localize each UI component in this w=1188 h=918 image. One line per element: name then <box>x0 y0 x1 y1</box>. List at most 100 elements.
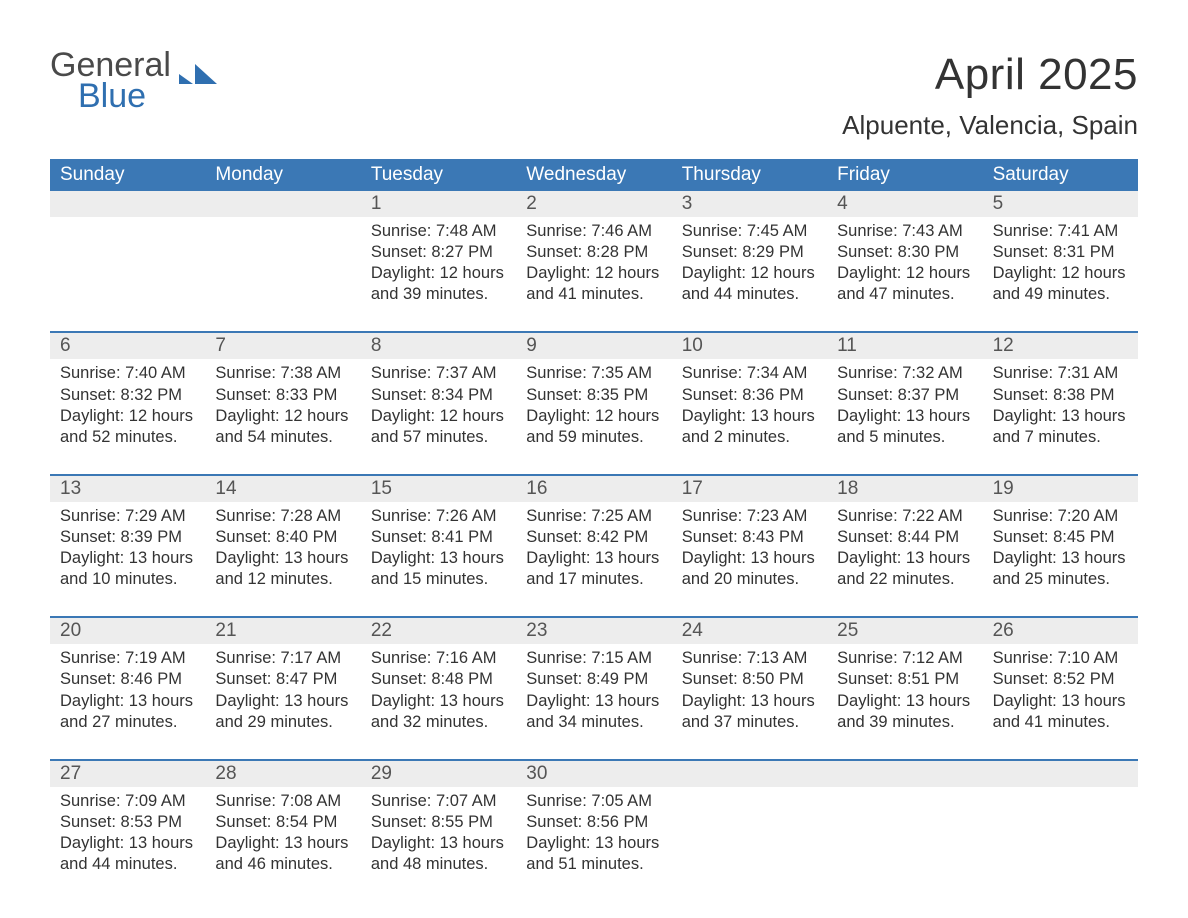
day-number: 28 <box>205 761 360 787</box>
day-number: 29 <box>361 761 516 787</box>
daylight-line: Daylight: 12 hours and 47 minutes. <box>837 263 972 305</box>
sunrise-line: Sunrise: 7:09 AM <box>60 791 195 812</box>
daylight-line: Daylight: 13 hours and 32 minutes. <box>371 691 506 733</box>
day-content-row: Sunrise: 7:48 AMSunset: 8:27 PM Daylight:… <box>50 217 1138 331</box>
day-number: 18 <box>827 476 982 502</box>
day-cell <box>983 787 1138 875</box>
sunrise-line: Sunrise: 7:26 AM <box>371 506 506 527</box>
sunset-line: Sunset: 8:53 PM <box>60 812 195 833</box>
daylight-line: Daylight: 13 hours and 7 minutes. <box>993 406 1128 448</box>
day-number-row: 6789101112 <box>50 333 1138 359</box>
day-number: 19 <box>983 476 1138 502</box>
day-number-row: 12345 <box>50 191 1138 217</box>
sunset-line: Sunset: 8:42 PM <box>526 527 661 548</box>
day-cell: Sunrise: 7:46 AMSunset: 8:28 PMDaylight:… <box>516 217 671 305</box>
day-number: 8 <box>361 333 516 359</box>
day-number: 5 <box>983 191 1138 217</box>
daylight-line: Daylight: 13 hours and 29 minutes. <box>215 691 350 733</box>
daylight-line: Daylight: 13 hours and 51 minutes. <box>526 833 661 875</box>
weekday-header: Tuesday <box>361 159 516 191</box>
day-cell: Sunrise: 7:32 AMSunset: 8:37 PMDaylight:… <box>827 359 982 447</box>
day-number <box>983 761 1138 787</box>
day-number: 26 <box>983 618 1138 644</box>
header-right: April 2025 Alpuente, Valencia, Spain <box>842 50 1138 141</box>
weekday-header: Saturday <box>983 159 1138 191</box>
day-number: 16 <box>516 476 671 502</box>
day-content-row: Sunrise: 7:19 AMSunset: 8:46 PMDaylight:… <box>50 644 1138 758</box>
logo-word-2: Blue <box>78 81 171 112</box>
sunset-line: Sunset: 8:50 PM <box>682 669 817 690</box>
day-cell: Sunrise: 7:48 AMSunset: 8:27 PMDaylight:… <box>361 217 516 305</box>
day-number <box>50 191 205 217</box>
daylight-line: Daylight: 12 hours and 44 minutes. <box>682 263 817 305</box>
weekday-header-row: Sunday Monday Tuesday Wednesday Thursday… <box>50 159 1138 191</box>
calendar: Sunday Monday Tuesday Wednesday Thursday… <box>50 159 1138 901</box>
day-number: 3 <box>672 191 827 217</box>
sunrise-line: Sunrise: 7:08 AM <box>215 791 350 812</box>
day-cell: Sunrise: 7:16 AMSunset: 8:48 PMDaylight:… <box>361 644 516 732</box>
daylight-line: Daylight: 12 hours and 57 minutes. <box>371 406 506 448</box>
day-cell: Sunrise: 7:05 AMSunset: 8:56 PMDaylight:… <box>516 787 671 875</box>
sunrise-line: Sunrise: 7:38 AM <box>215 363 350 384</box>
sunrise-line: Sunrise: 7:41 AM <box>993 221 1128 242</box>
sunrise-line: Sunrise: 7:40 AM <box>60 363 195 384</box>
day-cell: Sunrise: 7:45 AMSunset: 8:29 PMDaylight:… <box>672 217 827 305</box>
calendar-week: 20212223242526Sunrise: 7:19 AMSunset: 8:… <box>50 616 1138 758</box>
daylight-line: Daylight: 13 hours and 48 minutes. <box>371 833 506 875</box>
sunrise-line: Sunrise: 7:48 AM <box>371 221 506 242</box>
day-cell: Sunrise: 7:09 AMSunset: 8:53 PMDaylight:… <box>50 787 205 875</box>
sunrise-line: Sunrise: 7:10 AM <box>993 648 1128 669</box>
day-number <box>827 761 982 787</box>
sunset-line: Sunset: 8:52 PM <box>993 669 1128 690</box>
sunrise-line: Sunrise: 7:35 AM <box>526 363 661 384</box>
logo-word-1: General <box>50 50 171 81</box>
sunrise-line: Sunrise: 7:29 AM <box>60 506 195 527</box>
sunrise-line: Sunrise: 7:12 AM <box>837 648 972 669</box>
calendar-week: 13141516171819Sunrise: 7:29 AMSunset: 8:… <box>50 474 1138 616</box>
day-number-row: 20212223242526 <box>50 618 1138 644</box>
daylight-line: Daylight: 13 hours and 12 minutes. <box>215 548 350 590</box>
day-number: 14 <box>205 476 360 502</box>
day-cell: Sunrise: 7:37 AMSunset: 8:34 PMDaylight:… <box>361 359 516 447</box>
day-cell: Sunrise: 7:29 AMSunset: 8:39 PMDaylight:… <box>50 502 205 590</box>
calendar-week: 12345 Sunrise: 7:48 AMSunset: 8:27 PM Dayl… <box>50 191 1138 331</box>
sunset-line: Sunset: 8:47 PM <box>215 669 350 690</box>
day-number: 30 <box>516 761 671 787</box>
sunset-line: Sunset: 8:27 PM <box>371 242 506 263</box>
daylight-line: Daylight: 13 hours and 17 minutes. <box>526 548 661 590</box>
sunrise-line: Sunrise: 7:13 AM <box>682 648 817 669</box>
sunset-line: Sunset: 8:39 PM <box>60 527 195 548</box>
daylight-line: Daylight: 13 hours and 46 minutes. <box>215 833 350 875</box>
daylight-line: Daylight: 13 hours and 27 minutes. <box>60 691 195 733</box>
day-number: 27 <box>50 761 205 787</box>
sunrise-line: Sunrise: 7:16 AM <box>371 648 506 669</box>
weekday-header: Thursday <box>672 159 827 191</box>
sunset-line: Sunset: 8:41 PM <box>371 527 506 548</box>
day-number: 9 <box>516 333 671 359</box>
daylight-line: Daylight: 13 hours and 2 minutes. <box>682 406 817 448</box>
sunset-line: Sunset: 8:28 PM <box>526 242 661 263</box>
sunset-line: Sunset: 8:34 PM <box>371 385 506 406</box>
sunrise-line: Sunrise: 7:28 AM <box>215 506 350 527</box>
sunset-line: Sunset: 8:48 PM <box>371 669 506 690</box>
sunrise-line: Sunrise: 7:20 AM <box>993 506 1128 527</box>
day-cell: Sunrise: 7:31 AMSunset: 8:38 PMDaylight:… <box>983 359 1138 447</box>
sunrise-line: Sunrise: 7:07 AM <box>371 791 506 812</box>
day-content-row: Sunrise: 7:29 AMSunset: 8:39 PM Daylight:… <box>50 502 1138 616</box>
sunset-line: Sunset: 8:55 PM <box>371 812 506 833</box>
sunrise-line: Sunrise: 7:46 AM <box>526 221 661 242</box>
sunrise-line: Sunrise: 7:45 AM <box>682 221 817 242</box>
calendar-week: 27282930Sunrise: 7:09 AMSunset: 8:53 PMD… <box>50 759 1138 901</box>
sunset-line: Sunset: 8:33 PM <box>215 385 350 406</box>
day-cell <box>50 217 205 305</box>
logo-mark-icon <box>179 56 217 89</box>
day-cell: Sunrise: 7:07 AMSunset: 8:55 PMDaylight:… <box>361 787 516 875</box>
sunrise-line: Sunrise: 7:25 AM <box>526 506 661 527</box>
day-number <box>672 761 827 787</box>
sunset-line: Sunset: 8:32 PM <box>60 385 195 406</box>
sunset-line: Sunset: 8:45 PM <box>993 527 1128 548</box>
sunrise-line: Sunrise: 7:31 AM <box>993 363 1128 384</box>
daylight-line: Daylight: 12 hours and 54 minutes. <box>215 406 350 448</box>
day-number: 22 <box>361 618 516 644</box>
sunset-line: Sunset: 8:29 PM <box>682 242 817 263</box>
